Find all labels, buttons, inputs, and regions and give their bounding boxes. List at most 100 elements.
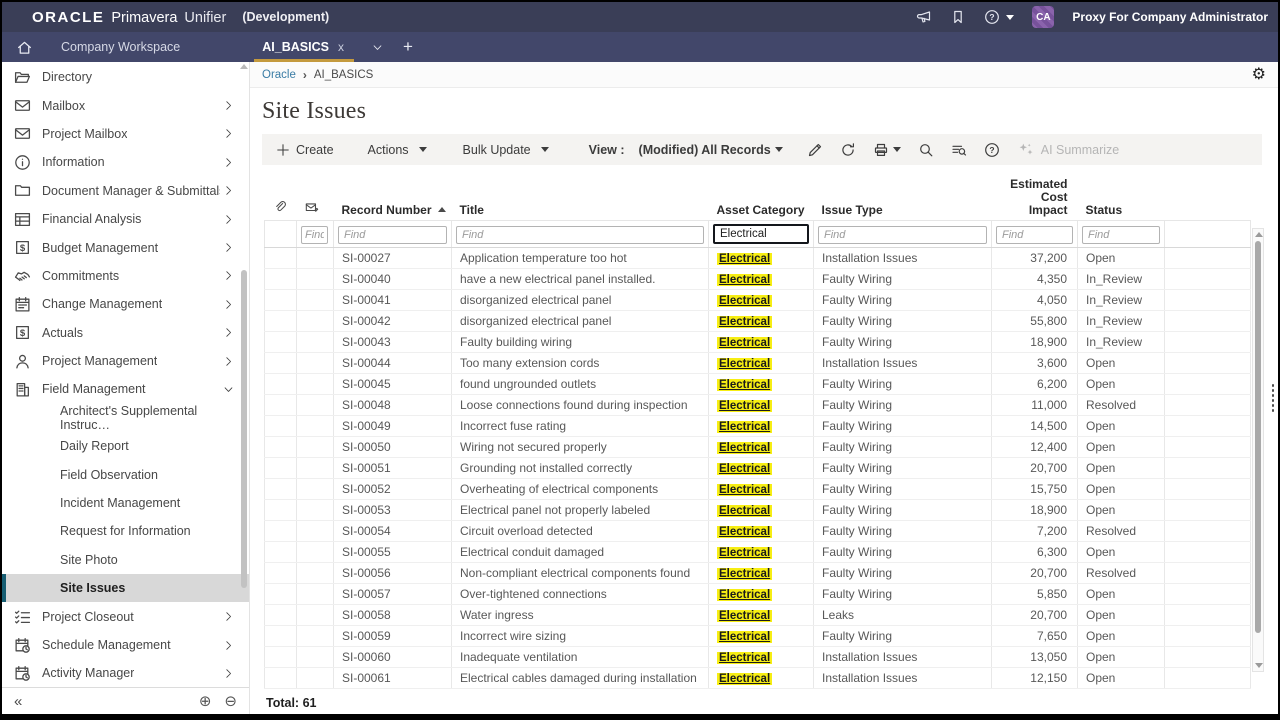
table-row[interactable]: SI-00058 Water ingress Electrical Leaks 20,7… bbox=[264, 604, 1251, 626]
title-cell: Application temperature too hot bbox=[451, 247, 709, 269]
sidebar-item-project-mailbox[interactable]: Project Mailbox bbox=[2, 120, 249, 148]
title-cell: Over-tightened connections bbox=[451, 583, 709, 605]
sidebar-item-schedule-management[interactable]: Schedule Management bbox=[2, 631, 249, 659]
view-selector[interactable]: (Modified) All Records bbox=[639, 143, 783, 157]
table-row[interactable]: SI-00041 disorganized electrical panel Ele… bbox=[264, 289, 1251, 311]
help-icon[interactable]: ? bbox=[984, 9, 1000, 25]
grid-scrollbar-thumb[interactable] bbox=[1255, 241, 1261, 633]
ai-summarize-button[interactable]: AI Summarize bbox=[1018, 142, 1119, 158]
table-row[interactable]: SI-00054 Circuit overload detected Electri… bbox=[264, 520, 1251, 542]
scroll-down-icon[interactable] bbox=[1255, 663, 1263, 668]
asset-category-highlight: Electrical bbox=[717, 631, 773, 643]
zoom-in-icon[interactable]: ⊕ bbox=[198, 693, 212, 710]
sidebar-item-directory[interactable]: Directory bbox=[2, 63, 249, 91]
scroll-up-icon[interactable] bbox=[1255, 232, 1263, 237]
refresh-button[interactable] bbox=[840, 142, 856, 158]
cost-impact-cell: 12,400 bbox=[991, 436, 1078, 458]
record-number-filter-input[interactable] bbox=[338, 225, 447, 244]
sidebar-item-daily-report[interactable]: Daily Report bbox=[60, 439, 129, 454]
title-filter-input[interactable] bbox=[456, 225, 704, 244]
table-row[interactable]: SI-00055 Electrical conduit damaged Electr… bbox=[264, 541, 1251, 563]
asset-category-column-header[interactable]: Asset Category bbox=[716, 203, 805, 217]
sidebar-item-information[interactable]: Information bbox=[2, 148, 249, 176]
sidebar-item-project-closeout[interactable]: Project Closeout bbox=[2, 602, 249, 630]
sidebar-item-financial-analysis[interactable]: Financial Analysis bbox=[2, 205, 249, 233]
sidebar-item-mailbox[interactable]: Mailbox bbox=[2, 91, 249, 119]
asset-category-filter-input[interactable] bbox=[713, 224, 809, 244]
table-row[interactable]: SI-00043 Faulty building wiring Electrical… bbox=[264, 331, 1251, 353]
grid-scrollbar[interactable] bbox=[1252, 228, 1264, 672]
cost-impact-filter-input[interactable] bbox=[996, 225, 1073, 244]
add-tab-button[interactable]: + bbox=[402, 37, 413, 56]
asset-category-highlight: Electrical bbox=[717, 421, 773, 433]
record-number-column-header[interactable]: Record Number bbox=[334, 175, 452, 221]
status-filter-input[interactable] bbox=[1082, 225, 1160, 244]
sidebar-scrollbar[interactable] bbox=[240, 64, 248, 686]
table-row[interactable]: SI-00060 Inadequate ventilation Electrical… bbox=[264, 646, 1251, 668]
table-row[interactable]: SI-00050 Wiring not secured properly Elect… bbox=[264, 436, 1251, 458]
help-menu[interactable]: ? bbox=[984, 9, 1015, 25]
status-cell: Open bbox=[1077, 457, 1165, 479]
panel-drag-handle-icon[interactable] bbox=[1271, 384, 1274, 412]
sidebar-item-commitments[interactable]: Commitments bbox=[2, 262, 249, 290]
search-button[interactable] bbox=[918, 142, 934, 158]
sidebar-item-change-management[interactable]: Change Management bbox=[2, 290, 249, 318]
table-row[interactable]: SI-00042 disorganized electrical panel Ele… bbox=[264, 310, 1251, 332]
sidebar-item-site-photo[interactable]: Site Photo bbox=[60, 552, 118, 567]
actions-menu-button[interactable]: Actions bbox=[368, 143, 427, 157]
find-in-list-button[interactable] bbox=[951, 142, 967, 158]
zoom-out-icon[interactable]: ⊖ bbox=[224, 693, 237, 710]
sidebar-item-site-issues[interactable]: Site Issues bbox=[2, 574, 249, 603]
flag-column-header[interactable] bbox=[297, 175, 334, 221]
help-circle-button[interactable]: ? bbox=[984, 142, 1000, 158]
edit-pencil-button[interactable] bbox=[807, 142, 823, 158]
collapse-sidebar-button[interactable]: « bbox=[14, 692, 23, 710]
avatar[interactable]: CA bbox=[1032, 6, 1055, 28]
table-row[interactable]: SI-00059 Incorrect wire sizing Electrical F… bbox=[264, 625, 1251, 647]
bookmark-icon[interactable] bbox=[950, 9, 966, 25]
tab-company-workspace[interactable]: Company Workspace bbox=[61, 40, 181, 54]
sidebar-item-field-observation[interactable]: Field Observation bbox=[60, 467, 158, 482]
table-row[interactable]: SI-00048 Loose connections found during i… bbox=[264, 394, 1251, 416]
breadcrumb-oracle[interactable]: Oracle bbox=[262, 68, 296, 81]
create-button[interactable]: Create bbox=[276, 143, 334, 157]
issue-type-filter-input[interactable] bbox=[818, 225, 987, 244]
status-column-header[interactable]: Status bbox=[1085, 203, 1123, 217]
sidebar-item-architect-s-supplemental-instruc-[interactable]: Architect's Supplemental Instruc… bbox=[60, 403, 198, 432]
estimated-cost-impact-column-header[interactable]: Estimated Cost Impact bbox=[1010, 177, 1068, 217]
home-icon[interactable] bbox=[16, 39, 33, 56]
bulk-update-menu-button[interactable]: Bulk Update bbox=[463, 143, 549, 157]
title-column-header[interactable]: Title bbox=[459, 203, 484, 217]
table-row[interactable]: SI-00052 Overheating of electrical compon… bbox=[264, 478, 1251, 500]
tab-ai-basics[interactable]: AI_BASICS x bbox=[254, 32, 354, 62]
table-row[interactable]: SI-00056 Non-compliant electrical compone… bbox=[264, 562, 1251, 584]
sidebar-item-request-for-information[interactable]: Request for Information bbox=[60, 524, 191, 539]
table-row[interactable]: SI-00040 have a new electrical panel inst… bbox=[264, 268, 1251, 290]
sidebar-item-document-manager-submittals[interactable]: Document Manager & Submittals bbox=[2, 177, 249, 205]
tab-close-icon[interactable]: x bbox=[337, 40, 344, 54]
table-row[interactable]: SI-00027 Application temperature too hot E… bbox=[264, 247, 1251, 269]
sidebar-item-project-management[interactable]: Project Management bbox=[2, 347, 249, 375]
table-row[interactable]: SI-00044 Too many extension cords Electric… bbox=[264, 352, 1251, 374]
sidebar-item-field-management[interactable]: Field Management bbox=[2, 375, 249, 403]
table-row[interactable]: SI-00051 Grounding not installed correctl… bbox=[264, 457, 1251, 479]
sidebar-item-actuals[interactable]: $ Actuals bbox=[2, 319, 249, 347]
flag-filter-input[interactable] bbox=[301, 225, 328, 244]
settings-gear-icon[interactable]: ⚙ bbox=[1251, 65, 1266, 83]
sidebar-scroll-up-icon[interactable] bbox=[240, 64, 248, 69]
table-row[interactable]: SI-00049 Incorrect fuse rating Electrical F… bbox=[264, 415, 1251, 437]
tab-list-chevron-icon[interactable] bbox=[372, 42, 383, 53]
table-row[interactable]: SI-00057 Over-tightened connections Electr… bbox=[264, 583, 1251, 605]
sidebar-scrollbar-thumb[interactable] bbox=[241, 270, 247, 588]
sidebar-item-activity-manager[interactable]: Activity Manager bbox=[2, 659, 249, 687]
table-row[interactable]: SI-00053 Electrical panel not properly la… bbox=[264, 499, 1251, 521]
issue-type-column-header[interactable]: Issue Type bbox=[821, 203, 883, 217]
print-button[interactable] bbox=[873, 142, 901, 158]
sidebar-item-budget-management[interactable]: $ Budget Management bbox=[2, 233, 249, 261]
sidebar-item-incident-management[interactable]: Incident Management bbox=[60, 496, 181, 511]
megaphone-icon[interactable] bbox=[916, 9, 932, 25]
title-cell: have a new electrical panel installed. bbox=[451, 268, 709, 290]
table-row[interactable]: SI-00045 found ungrounded outlets Electric… bbox=[264, 373, 1251, 395]
attachment-column-header[interactable] bbox=[265, 175, 297, 221]
table-row[interactable]: SI-00061 Electrical cables damaged during… bbox=[264, 667, 1251, 689]
